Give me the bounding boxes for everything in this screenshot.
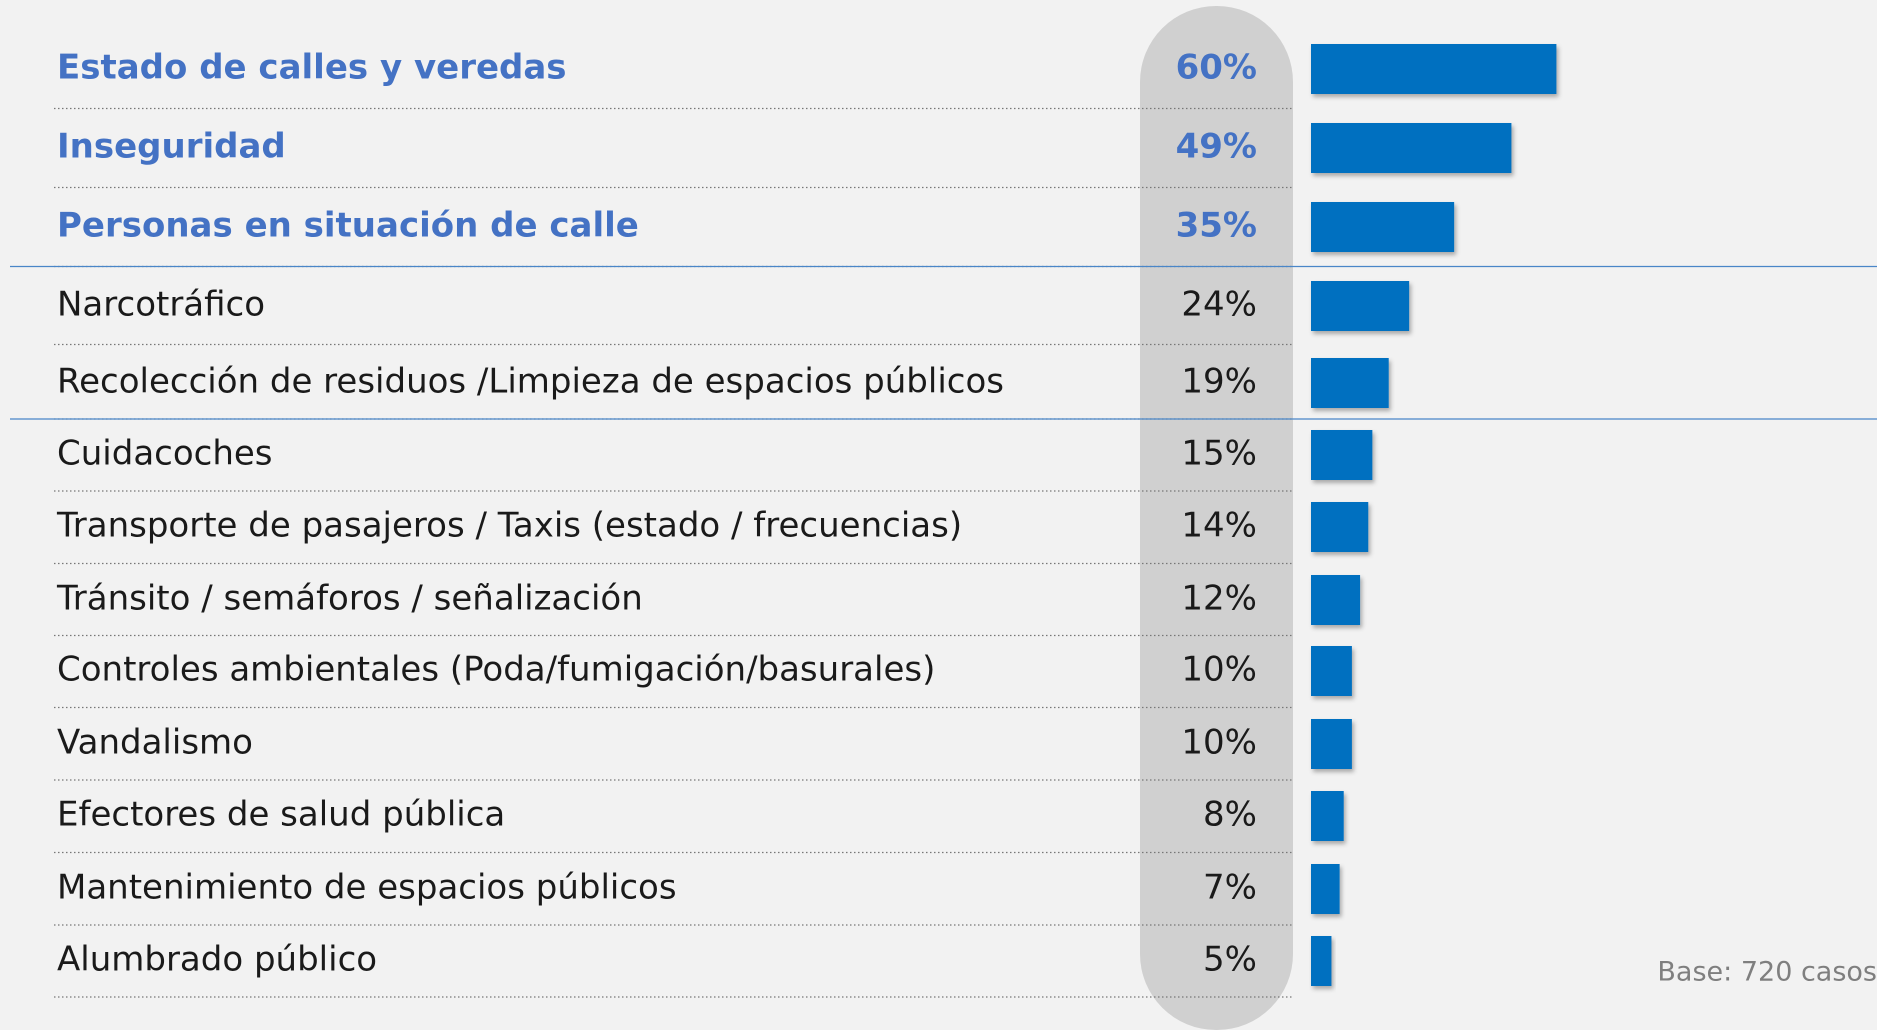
bar — [1311, 791, 1344, 841]
category-label: Transporte de pasajeros / Taxis (estado … — [56, 506, 962, 546]
value-column-band — [1140, 6, 1293, 1030]
value-label: 5% — [1203, 940, 1257, 980]
category-label: Alumbrado público — [57, 940, 377, 980]
category-label: Mantenimiento de espacios públicos — [57, 868, 677, 908]
category-label: Narcotráfico — [57, 285, 265, 325]
bar — [1311, 202, 1455, 252]
category-label: Personas en situación de calle — [57, 206, 639, 246]
category-label: Recolección de residuos /Limpieza de esp… — [57, 362, 1004, 402]
value-label: 19% — [1181, 362, 1257, 402]
value-label: 10% — [1181, 650, 1257, 690]
value-label: 35% — [1176, 206, 1257, 246]
value-label: 15% — [1181, 434, 1257, 474]
value-label: 8% — [1203, 795, 1257, 835]
value-label: 60% — [1176, 48, 1257, 88]
category-label: Controles ambientales (Poda/fumigación/b… — [57, 650, 935, 690]
value-label: 14% — [1181, 506, 1257, 546]
value-label: 10% — [1181, 723, 1257, 763]
bar — [1311, 719, 1352, 769]
bar — [1311, 864, 1340, 914]
annotation: Base: 720 casos — [1657, 957, 1877, 988]
bar — [1311, 123, 1512, 173]
bar — [1311, 502, 1369, 552]
category-label: Efectores de salud pública — [57, 795, 505, 835]
bar — [1311, 646, 1352, 696]
category-label: Cuidacoches — [57, 434, 273, 474]
bar — [1311, 430, 1373, 480]
category-label: Inseguridad — [57, 127, 286, 167]
bar — [1311, 281, 1410, 331]
bar — [1311, 575, 1361, 625]
category-label: Estado de calles y veredas — [57, 48, 567, 88]
value-label: 49% — [1176, 127, 1257, 167]
value-label: 7% — [1203, 868, 1257, 908]
value-label: 12% — [1181, 579, 1257, 619]
category-label: Vandalismo — [57, 723, 253, 763]
bar — [1311, 44, 1557, 94]
bar — [1311, 358, 1389, 408]
value-label: 24% — [1181, 285, 1257, 325]
category-label: Tránsito / semáforos / señalización — [56, 579, 643, 619]
bar — [1311, 936, 1332, 986]
